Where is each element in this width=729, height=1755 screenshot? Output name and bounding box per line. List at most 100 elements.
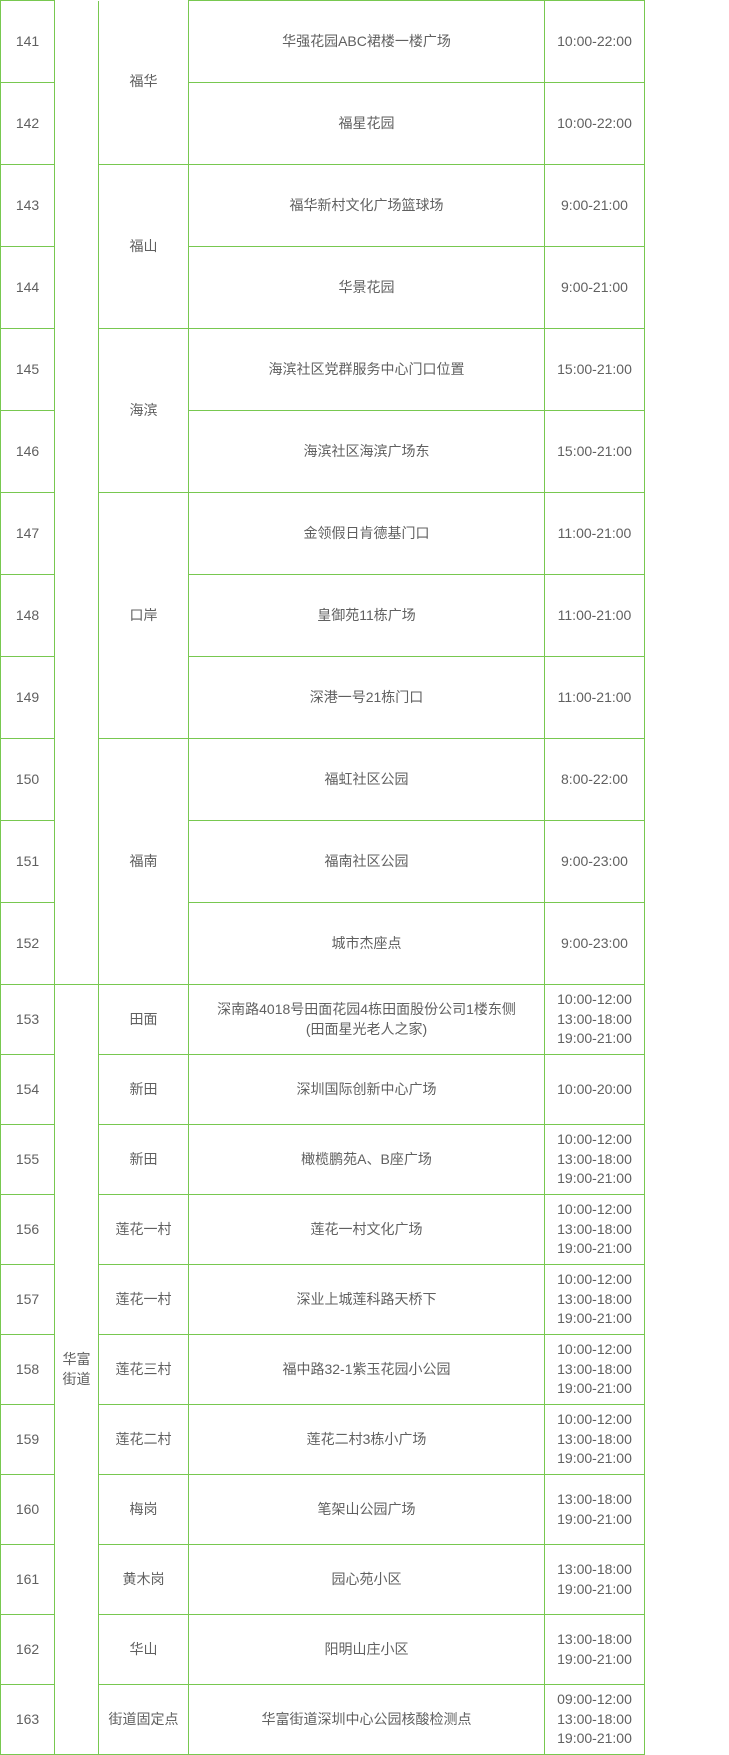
cell-location: 皇御苑11栋广场 [189,575,545,657]
cell-location: 华强花园ABC裙楼一楼广场 [189,1,545,83]
cell-time: 10:00-22:00 [545,83,645,165]
cell-district: 华富 街道 [55,985,99,1755]
cell-num: 141 [1,1,55,83]
table-row: 147 口岸 金领假日肯德基门口 11:00-21:00 [1,493,729,575]
cell-time: 9:00-21:00 [545,165,645,247]
cell-time: 10:00-22:00 [545,1,645,83]
cell-location: 福虹社区公园 [189,739,545,821]
cell-location: 园心苑小区 [189,1545,545,1615]
table-row: 145 海滨 海滨社区党群服务中心门口位置 15:00-21:00 [1,329,729,411]
cell-num: 152 [1,903,55,985]
cell-time: 13:00-18:00 19:00-21:00 [545,1475,645,1545]
cell-time: 13:00-18:00 19:00-21:00 [545,1545,645,1615]
cell-time: 10:00-12:00 13:00-18:00 19:00-21:00 [545,1265,645,1335]
cell-num: 162 [1,1615,55,1685]
cell-time: 10:00-20:00 [545,1055,645,1125]
cell-num: 158 [1,1335,55,1405]
cell-num: 163 [1,1685,55,1755]
cell-community: 华山 [99,1615,189,1685]
table-row: 161 黄木岗 园心苑小区 13:00-18:00 19:00-21:00 [1,1545,729,1615]
cell-community: 莲花一村 [99,1265,189,1335]
cell-time: 11:00-21:00 [545,575,645,657]
schedule-table: 141 福华 华强花园ABC裙楼一楼广场 10:00-22:00 142 福星花… [0,0,729,1755]
cell-time: 10:00-12:00 13:00-18:00 19:00-21:00 [545,1335,645,1405]
cell-time: 10:00-12:00 13:00-18:00 19:00-21:00 [545,1195,645,1265]
cell-num: 143 [1,165,55,247]
cell-community: 新田 [99,1055,189,1125]
cell-location: 深南路4018号田面花园4栋田面股份公司1楼东侧 (田面星光老人之家) [189,985,545,1055]
cell-num: 154 [1,1055,55,1125]
cell-location: 深业上城莲科路天桥下 [189,1265,545,1335]
cell-location: 福星花园 [189,83,545,165]
cell-time: 10:00-12:00 13:00-18:00 19:00-21:00 [545,1405,645,1475]
cell-time: 9:00-23:00 [545,903,645,985]
cell-location: 福南社区公园 [189,821,545,903]
cell-num: 149 [1,657,55,739]
cell-district-blank [55,1,99,985]
cell-location: 莲花一村文化广场 [189,1195,545,1265]
cell-num: 144 [1,247,55,329]
cell-community: 梅岗 [99,1475,189,1545]
table-row: 150 福南 福虹社区公园 8:00-22:00 [1,739,729,821]
table-row: 159 莲花二村 莲花二村3栋小广场 10:00-12:00 13:00-18:… [1,1405,729,1475]
cell-num: 155 [1,1125,55,1195]
table-row: 141 福华 华强花园ABC裙楼一楼广场 10:00-22:00 [1,1,729,83]
cell-community: 新田 [99,1125,189,1195]
table-row: 157 莲花一村 深业上城莲科路天桥下 10:00-12:00 13:00-18… [1,1265,729,1335]
cell-community: 莲花三村 [99,1335,189,1405]
cell-time: 9:00-23:00 [545,821,645,903]
table-row: 160 梅岗 笔架山公园广场 13:00-18:00 19:00-21:00 [1,1475,729,1545]
cell-time: 15:00-21:00 [545,329,645,411]
cell-location: 深圳国际创新中心广场 [189,1055,545,1125]
table-row: 162 华山 阳明山庄小区 13:00-18:00 19:00-21:00 [1,1615,729,1685]
table-row: 153 华富 街道 田面 深南路4018号田面花园4栋田面股份公司1楼东侧 (田… [1,985,729,1055]
cell-num: 153 [1,985,55,1055]
cell-location: 城市杰座点 [189,903,545,985]
cell-time: 13:00-18:00 19:00-21:00 [545,1615,645,1685]
cell-location: 福中路32-1紫玉花园小公园 [189,1335,545,1405]
cell-time: 15:00-21:00 [545,411,645,493]
cell-location: 金领假日肯德基门口 [189,493,545,575]
cell-community: 黄木岗 [99,1545,189,1615]
cell-community: 海滨 [99,329,189,493]
cell-location: 福华新村文化广场篮球场 [189,165,545,247]
table-row: 143 福山 福华新村文化广场篮球场 9:00-21:00 [1,165,729,247]
cell-time: 11:00-21:00 [545,657,645,739]
cell-num: 159 [1,1405,55,1475]
cell-community: 福山 [99,165,189,329]
cell-num: 148 [1,575,55,657]
cell-num: 156 [1,1195,55,1265]
table-row: 163 街道固定点 华富街道深圳中心公园核酸检测点 09:00-12:00 13… [1,1685,729,1755]
table-row: 155 新田 橄榄鹏苑A、B座广场 10:00-12:00 13:00-18:0… [1,1125,729,1195]
cell-community: 田面 [99,985,189,1055]
cell-location: 海滨社区海滨广场东 [189,411,545,493]
cell-community: 莲花二村 [99,1405,189,1475]
cell-num: 157 [1,1265,55,1335]
cell-num: 147 [1,493,55,575]
cell-location: 阳明山庄小区 [189,1615,545,1685]
cell-location: 笔架山公园广场 [189,1475,545,1545]
table-body: 141 福华 华强花园ABC裙楼一楼广场 10:00-22:00 142 福星花… [1,1,729,1755]
cell-num: 160 [1,1475,55,1545]
cell-community: 福华 [99,1,189,165]
cell-time: 10:00-12:00 13:00-18:00 19:00-21:00 [545,985,645,1055]
cell-num: 142 [1,83,55,165]
cell-location: 莲花二村3栋小广场 [189,1405,545,1475]
cell-padding [645,1,729,1755]
table-row: 156 莲花一村 莲花一村文化广场 10:00-12:00 13:00-18:0… [1,1195,729,1265]
cell-time: 10:00-12:00 13:00-18:00 19:00-21:00 [545,1125,645,1195]
table-row: 158 莲花三村 福中路32-1紫玉花园小公园 10:00-12:00 13:0… [1,1335,729,1405]
cell-num: 146 [1,411,55,493]
cell-community: 莲花一村 [99,1195,189,1265]
cell-time: 09:00-12:00 13:00-18:00 19:00-21:00 [545,1685,645,1755]
cell-num: 145 [1,329,55,411]
cell-location: 橄榄鹏苑A、B座广场 [189,1125,545,1195]
cell-community: 口岸 [99,493,189,739]
cell-location: 华景花园 [189,247,545,329]
cell-location: 深港一号21栋门口 [189,657,545,739]
cell-num: 161 [1,1545,55,1615]
table-row: 154 新田 深圳国际创新中心广场 10:00-20:00 [1,1055,729,1125]
cell-time: 8:00-22:00 [545,739,645,821]
cell-num: 150 [1,739,55,821]
cell-location: 华富街道深圳中心公园核酸检测点 [189,1685,545,1755]
